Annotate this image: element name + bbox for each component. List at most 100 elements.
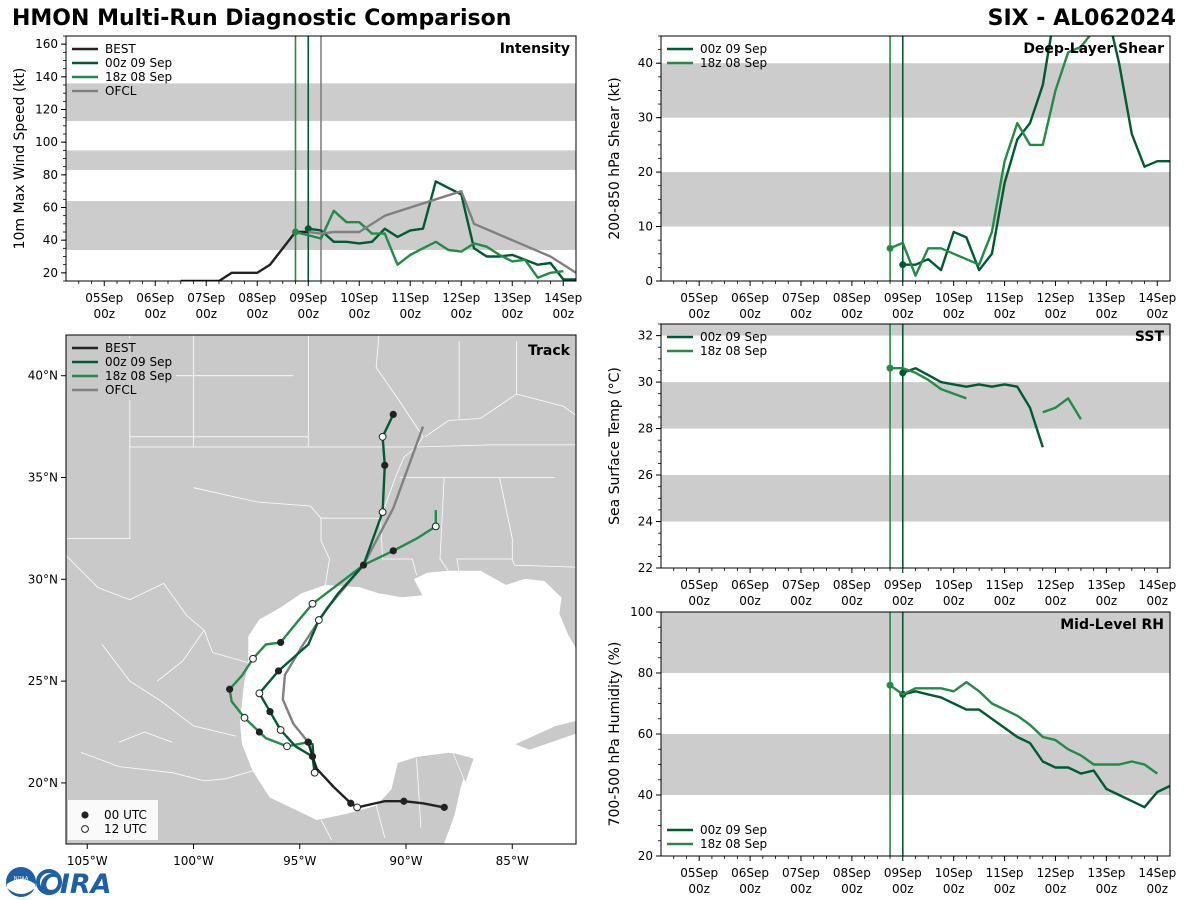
track-point-12utc — [240, 713, 249, 722]
intensity-series-best — [180, 230, 309, 281]
border-line-24 — [320, 819, 332, 841]
shear-xtick-day: 12Sep — [1037, 291, 1075, 305]
intensity-ytick-label: 20 — [43, 266, 58, 280]
sst-xtick-day: 11Sep — [986, 578, 1024, 592]
sst-series-run18-seg0 — [890, 367, 967, 400]
shear-xtick-day: 08Sep — [833, 291, 871, 305]
border-line-21 — [118, 731, 173, 743]
track-legend-label: BEST — [105, 341, 136, 355]
intensity-xtick-hour: 00z — [93, 307, 115, 321]
intensity-ytick-label: 40 — [43, 233, 58, 247]
shear-xtick-day: 13Sep — [1087, 291, 1125, 305]
intensity-series-run00 — [308, 180, 576, 281]
border-line-10 — [321, 517, 417, 576]
sst-xtick-hour: 00z — [943, 594, 965, 608]
sst-xtick-hour: 00z — [1096, 594, 1118, 608]
sst-frame — [660, 323, 1171, 569]
shear-xtick-hour: 00z — [994, 307, 1016, 321]
sst-y-axis-label: Sea Surface Temp (°C) — [607, 367, 623, 525]
intensity-ytick-label: 60 — [43, 201, 58, 215]
border-line-7 — [310, 505, 330, 586]
sst-xtick-day: 12Sep — [1037, 578, 1075, 592]
border-line-23 — [157, 629, 205, 682]
track-point-00utc — [389, 410, 397, 419]
shear-init-point-run00 — [899, 261, 907, 269]
sst-xtick-day: 10Sep — [935, 578, 973, 592]
intensity-xtick-day: 08Sep — [238, 291, 276, 305]
intensity-xtick-day: 14Sep — [544, 291, 582, 305]
cuba-island — [513, 720, 576, 751]
shear-legend-label: 18z 08 Sep — [700, 56, 767, 70]
track-xtick-label: 95°W — [283, 854, 316, 868]
shear-plot-area — [661, 36, 1170, 281]
track-ytick-label: 30°N — [28, 572, 58, 586]
sst-panel-title: SST — [1135, 329, 1165, 345]
rh-xtick-day: 08Sep — [833, 866, 871, 880]
shear-ytick-label: 0 — [645, 274, 653, 288]
border-line-19 — [424, 393, 576, 438]
intensity-legend-label: BEST — [105, 42, 136, 56]
track-point-12utc — [314, 616, 323, 624]
rh-xtick-day: 10Sep — [935, 866, 973, 880]
intensity-xtick-day: 11Sep — [391, 291, 429, 305]
rh-init-point-run18 — [886, 681, 894, 689]
shear-ytick-label: 40 — [638, 56, 653, 70]
noaa-logo-text: NOAA — [14, 876, 29, 882]
sst-ytick-label: 24 — [638, 515, 653, 529]
rh-series-run18 — [889, 680, 1158, 775]
rh-y-axis-label: 700-500 hPa Humidity (%) — [607, 642, 623, 827]
intensity-ytick-label: 160 — [35, 37, 58, 51]
intensity-panel: 20 40 60 80 100 120 140 160 05Sep 00z 06Sep 00z 07Se… — [12, 35, 582, 321]
sst-xtick-hour: 00z — [790, 594, 812, 608]
sst-xtick-day: 07Sep — [782, 578, 820, 592]
sst-ytick-label: 32 — [638, 329, 653, 343]
rh-xtick-day: 07Sep — [782, 866, 820, 880]
intensity-xtick-hour: 00z — [348, 307, 370, 321]
rh-xtick-hour: 00z — [994, 882, 1016, 896]
shear-ytick-label: 10 — [638, 220, 653, 234]
track-point-00utc — [440, 803, 448, 811]
sst-xtick-hour: 00z — [994, 594, 1016, 608]
intensity-ytick-label: 100 — [35, 135, 58, 149]
rh-xtick-day: 11Sep — [986, 866, 1024, 880]
track-point-12utc — [310, 768, 319, 777]
rh-xtick-hour: 00z — [841, 882, 863, 896]
rh-panel-title: Mid-Level RH — [1060, 617, 1164, 633]
cira-logo-text: CIRA — [40, 869, 112, 900]
sst-xtick-day: 13Sep — [1087, 578, 1125, 592]
sst-init-point-run00 — [899, 369, 907, 377]
intensity-xtick-day: 13Sep — [493, 291, 531, 305]
track-plot-area — [66, 335, 576, 844]
shear-panel: 0 10 20 30 40 05Sep 00z 06Sep 00z 07Sep 00z 08Sep 00… — [607, 35, 1176, 321]
border-line-26 — [416, 758, 422, 828]
shear-xtick-hour: 00z — [688, 307, 710, 321]
marker-legend-label: 00 UTC — [104, 808, 147, 822]
intensity-legend-label: 18z 08 Sep — [105, 70, 172, 84]
rh-panel: 20 40 60 80 100 05Sep 00z 06Sep 00z 07Sep 00z 08Sep… — [607, 605, 1176, 896]
storm-id-title: SIX - AL062024 — [987, 6, 1176, 31]
sst-xtick-hour: 00z — [1146, 594, 1168, 608]
rh-ytick-label: 100 — [630, 605, 653, 619]
sst-band-1 — [661, 382, 1170, 429]
intensity-xtick-hour: 00z — [399, 307, 421, 321]
sst-ytick-label: 28 — [638, 422, 653, 436]
track-ytick-label: 25°N — [28, 674, 58, 688]
rh-xtick-hour: 00z — [688, 882, 710, 896]
track-ytick-label: 20°N — [28, 776, 58, 790]
rh-band-1 — [661, 612, 1170, 673]
track-point-00utc — [359, 561, 368, 569]
shear-xtick-day: 11Sep — [986, 291, 1024, 305]
sst-init-point-run18 — [886, 364, 894, 372]
rh-series-run00 — [902, 690, 1170, 809]
rh-xtick-hour: 00z — [943, 882, 965, 896]
track-point-12utc — [353, 803, 362, 812]
shear-xtick-hour: 00z — [790, 307, 812, 321]
intensity-xtick-hour: 00z — [246, 307, 268, 321]
intensity-legend-label: OFCL — [105, 84, 137, 98]
rh-xtick-day: 12Sep — [1037, 866, 1075, 880]
agency-logos: NOAA CIRA — [6, 867, 112, 900]
shear-ytick-label: 20 — [638, 165, 653, 179]
cira-logo-icon: CIRA — [36, 869, 112, 900]
rh-plot-area — [661, 612, 1170, 856]
